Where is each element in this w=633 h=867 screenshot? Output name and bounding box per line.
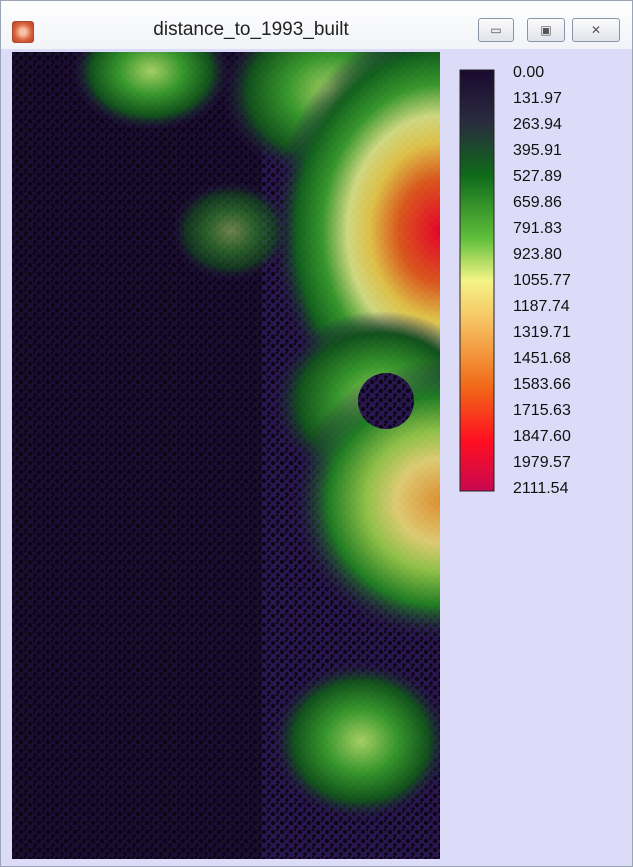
content: 0.00 131.97 263.94 395.91 527.89 659.86 791.83… (1, 1, 632, 866)
legend-label: 923.80 (513, 246, 562, 263)
legend-labels: 0.00 131.97 263.94 395.91 527.89 659.86 791.83… (513, 64, 571, 497)
legend-label: 659.86 (513, 194, 562, 211)
legend-label: 395.91 (513, 142, 562, 159)
legend-label: 1715.63 (513, 402, 571, 419)
legend-label: 0.00 (513, 64, 544, 81)
legend-label: 1583.66 (513, 376, 571, 393)
page: {"window": {"title": "distance_to_1993_b… (0, 0, 633, 867)
legend-label: 1319.71 (513, 324, 571, 341)
legend-label: 527.89 (513, 168, 562, 185)
legend-label: 791.83 (513, 220, 562, 237)
legend-label: 1979.57 (513, 454, 571, 471)
legend-label: 1451.68 (513, 350, 571, 367)
window: distance_to_1993_built ▭ ▣ ✕ (0, 0, 633, 867)
legend-label: 263.94 (513, 116, 562, 133)
legend-label: 1055.77 (513, 272, 571, 289)
legend-label: 1847.60 (513, 428, 571, 445)
legend-label: 131.97 (513, 90, 562, 107)
legend-color-bar (460, 70, 494, 491)
legend-label: 1187.74 (513, 298, 570, 315)
legend-label: 2111.54 (513, 480, 569, 497)
